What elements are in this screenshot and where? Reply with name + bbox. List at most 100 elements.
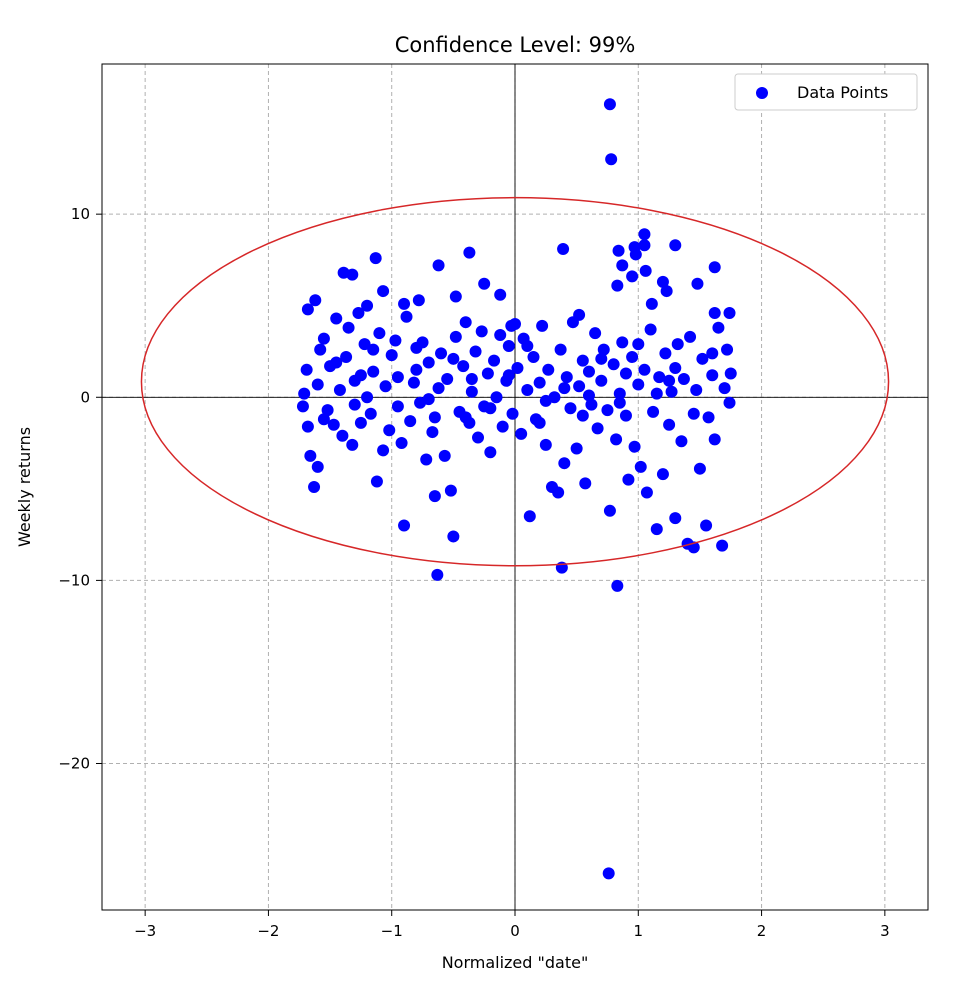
data-point [398,519,411,532]
data-point [576,409,589,422]
data-point [723,396,736,409]
data-point [449,330,462,343]
x-axis-label: Normalized "date" [442,953,589,972]
data-point [300,363,313,376]
data-point [465,385,478,398]
data-point [465,372,478,385]
data-point [412,294,425,307]
data-point [644,323,657,336]
data-point [639,264,652,277]
data-point [354,416,367,429]
data-point [696,352,709,365]
data-point [626,270,639,283]
data-point [653,371,666,384]
data-point [447,530,460,543]
data-point [438,449,451,462]
data-point [314,343,327,356]
data-point [400,310,413,323]
legend-label-data-points: Data Points [797,83,888,102]
data-point [539,394,552,407]
data-point [708,433,721,446]
data-point [533,416,546,429]
data-point [638,363,651,376]
data-point [317,332,330,345]
data-point [716,539,729,552]
data-point [616,259,629,272]
data-point [410,363,423,376]
data-point [449,290,462,303]
data-point [494,288,507,301]
data-point [687,407,700,420]
data-point [700,519,713,532]
data-point [626,350,639,363]
data-point [311,460,324,473]
data-point [377,444,390,457]
data-point [457,360,470,373]
data-point [426,426,439,439]
data-point [591,422,604,435]
data-point [663,418,676,431]
data-point [428,490,441,503]
data-point [611,579,624,592]
data-point [472,431,485,444]
data-point [422,356,435,369]
data-point [502,340,515,352]
data-point [527,350,540,363]
data-point [576,354,589,367]
data-point [552,486,565,499]
data-point [481,367,494,380]
data-point [432,382,445,395]
data-point [444,484,457,497]
x-tick-label: −2 [257,922,279,940]
data-point [660,285,673,298]
data-point [640,486,653,499]
data-point [650,523,663,536]
data-point [348,398,361,411]
data-point [494,329,507,342]
data-point [301,303,314,316]
data-point [311,378,324,391]
data-point [502,369,515,382]
data-point [690,383,703,396]
data-point [488,354,501,367]
confidence-ellipse-group [140,196,890,567]
data-point [595,374,608,387]
data-point [395,437,408,450]
data-point [330,356,343,369]
data-point [595,352,608,365]
data-point [431,568,444,581]
data-point [656,275,669,288]
data-point [712,321,725,334]
data-point [490,391,503,404]
data-point [669,512,682,525]
data-point [496,420,509,433]
y-tick-label: −20 [58,755,90,773]
data-point [605,153,618,166]
y-axis-label: Weekly returns [15,427,34,547]
data-point [432,259,445,272]
data-point [570,442,583,455]
data-point [298,387,311,400]
data-point [724,367,737,380]
data-point [638,239,651,252]
data-point [523,510,536,523]
data-point [478,277,491,290]
data-point [582,365,595,378]
x-tick-label: −3 [134,922,156,940]
data-point [602,867,615,880]
x-tick-label: 3 [880,922,890,940]
data-point [611,279,624,292]
data-point [533,376,546,389]
data-point [367,343,380,356]
data-point [369,252,382,265]
data-point [385,349,398,362]
data-point [579,477,592,490]
data-point [632,338,645,351]
data-point [607,358,620,371]
x-tick-label: 2 [757,922,767,940]
data-point [612,244,625,257]
data-point [420,453,433,466]
data-point [632,378,645,391]
data-point [656,468,669,481]
